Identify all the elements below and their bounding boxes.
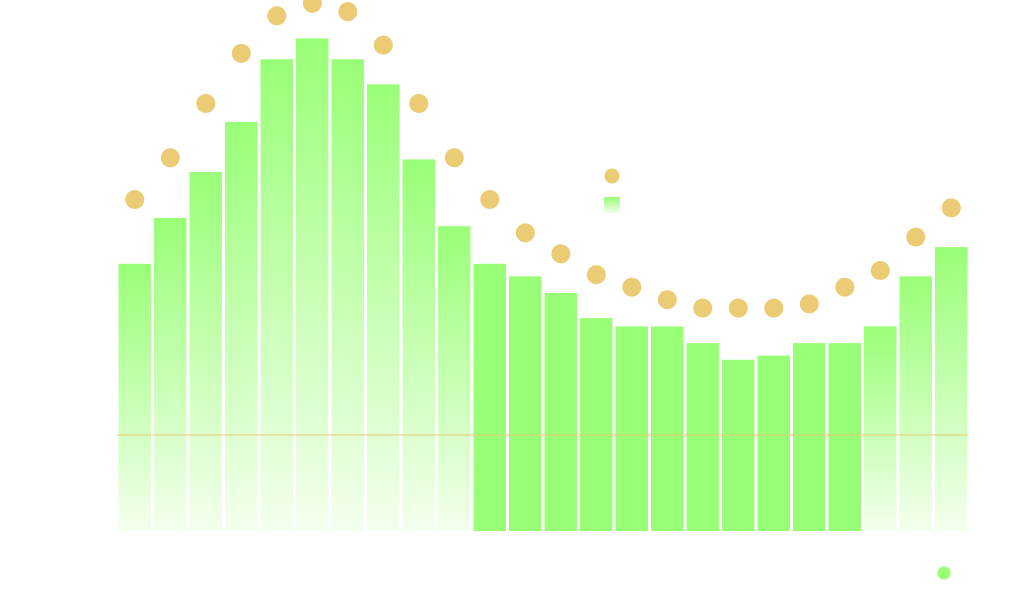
- point-17: [728, 298, 748, 318]
- point-22: [906, 227, 926, 247]
- bar-18: [757, 355, 790, 531]
- bar-16: [686, 343, 719, 531]
- point-0: [125, 190, 145, 209]
- point-4: [267, 6, 287, 26]
- legend-marker-0: [604, 168, 620, 184]
- point-13: [586, 265, 606, 285]
- point-2: [196, 94, 216, 113]
- bars-layer: [118, 38, 968, 532]
- point-1: [160, 148, 180, 168]
- point-11: [515, 223, 535, 243]
- point-15: [657, 290, 677, 310]
- point-5: [302, 0, 322, 13]
- legend-marker-1: [604, 197, 620, 213]
- point-18: [764, 298, 784, 318]
- bar-11: [509, 276, 542, 531]
- bar-1: [154, 217, 187, 531]
- point-8: [409, 94, 429, 113]
- bar-15: [651, 326, 684, 531]
- corner-marker: [937, 566, 951, 580]
- bar-4: [260, 59, 293, 531]
- bar-2: [189, 171, 222, 531]
- bar-22: [899, 276, 932, 531]
- bar-9: [438, 226, 471, 531]
- point-23: [941, 198, 961, 218]
- bar-17: [722, 359, 755, 531]
- point-14: [622, 277, 642, 297]
- point-7: [373, 35, 393, 55]
- point-20: [835, 277, 855, 297]
- point-19: [799, 294, 819, 314]
- points-layer: [125, 0, 961, 318]
- bar-23: [935, 247, 968, 531]
- bar-6: [331, 59, 364, 531]
- bar-21: [864, 326, 897, 531]
- point-10: [480, 190, 500, 209]
- bar-3: [225, 121, 258, 532]
- bar-20: [828, 343, 861, 531]
- bar-12: [544, 293, 577, 531]
- bar-8: [402, 159, 435, 531]
- bar-7: [367, 84, 400, 532]
- bar-0: [118, 263, 151, 531]
- bar-10: [473, 263, 506, 531]
- point-9: [444, 148, 464, 168]
- point-21: [870, 261, 890, 280]
- legend: [604, 168, 620, 213]
- point-3: [231, 43, 251, 63]
- bar-5: [296, 38, 329, 532]
- point-6: [338, 2, 358, 22]
- bar-14: [615, 326, 648, 531]
- corner-marker-layer: [937, 566, 951, 580]
- point-16: [693, 298, 713, 318]
- bar-19: [793, 343, 826, 531]
- bar-13: [580, 318, 613, 531]
- point-12: [551, 244, 571, 264]
